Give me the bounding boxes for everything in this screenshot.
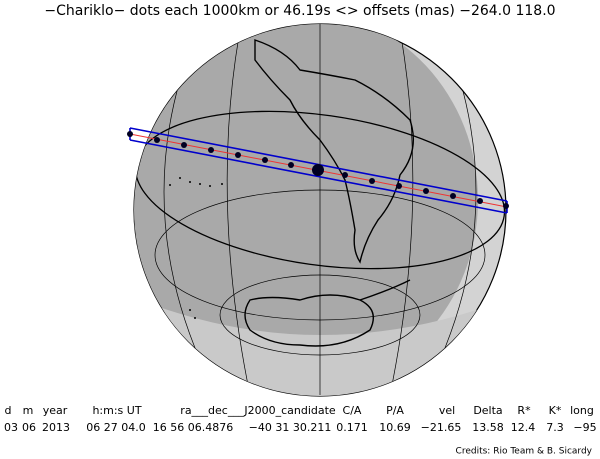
table-header-cell: R*: [517, 404, 531, 417]
shadow-path: [127, 127, 509, 214]
table-value-cell: −40 31 30.211: [249, 421, 332, 434]
table-value-cell: −21.65: [421, 421, 462, 434]
table-header-cell: m: [23, 404, 34, 417]
credits: Credits: Rio Team & B. Sicardy: [456, 447, 593, 457]
table-value-cell: −95: [573, 421, 596, 434]
globe: [133, 23, 507, 397]
table-value-cell: 10.69: [379, 421, 411, 434]
table-value-cell: 12.4: [511, 421, 536, 434]
table-value-cell: 06 27 04.0: [86, 421, 145, 434]
table-value-cell: 7.3: [546, 421, 564, 434]
table-header-cell: vel: [439, 404, 455, 417]
table-value-cell: 13.58: [472, 421, 504, 434]
table-value-cell: 03: [4, 421, 18, 434]
table-header-cell: C/A: [343, 404, 362, 417]
table-value-cell: 06: [22, 421, 36, 434]
map-title: −Chariklo− dots each 1000km or 46.19s <>…: [44, 3, 555, 19]
table-header-cell: ra___dec___J2000_candidate: [180, 404, 336, 417]
table-header-cell: Delta: [473, 404, 502, 417]
table-header-cell: P/A: [386, 404, 404, 417]
table-value-cell: 2013: [42, 421, 70, 434]
coastlines: [244, 39, 414, 347]
table-header-cell: h:m:s UT: [92, 404, 141, 417]
table-header-cell: year: [43, 404, 68, 417]
table-header-cell: long: [570, 404, 594, 417]
table-header-cell: K*: [549, 404, 562, 417]
table-header-cell: d: [5, 404, 12, 417]
table-value-cell: 16 56 06.4876: [153, 421, 233, 434]
event-table: d m year h:m:s UT ra___dec___J2000_candidate…: [4, 404, 597, 434]
table-value-cell: 0.171: [336, 421, 368, 434]
